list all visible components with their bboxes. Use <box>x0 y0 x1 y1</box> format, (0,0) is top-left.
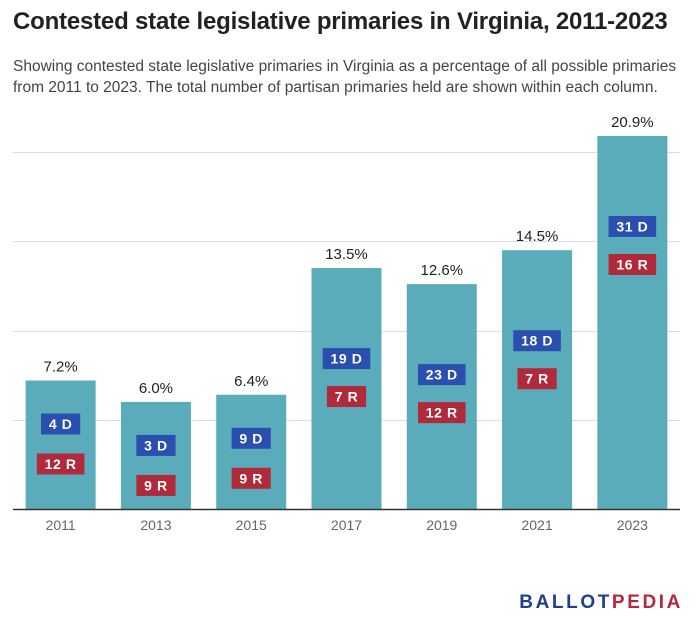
rep-count-2015-label: 9 R <box>239 470 263 486</box>
value-label-2023: 20.9% <box>611 114 654 131</box>
x-tick-2011: 2011 <box>46 517 76 533</box>
value-label-2019: 12.6% <box>421 262 464 279</box>
rep-count-2019-label: 12 R <box>426 405 458 421</box>
rep-count-2013-badge <box>136 474 176 496</box>
rep-count-2011-label: 12 R <box>45 456 77 472</box>
value-label-2021: 14.5% <box>516 228 559 245</box>
value-label-2011: 7.2% <box>44 359 78 376</box>
rep-count-2019-badge <box>417 402 466 424</box>
dem-count-2021-label: 18 D <box>521 333 553 349</box>
rep-count-2023-badge <box>608 254 657 275</box>
bar-2015[interactable] <box>216 394 287 509</box>
dem-count-2017-badge <box>322 348 371 370</box>
x-tick-2013: 2013 <box>140 517 171 533</box>
rep-count-2011-badge <box>36 453 85 475</box>
x-tick-2017: 2017 <box>331 517 362 533</box>
logo-part-pedia: PEDIA <box>611 592 683 613</box>
x-tick-2021: 2021 <box>521 517 552 533</box>
x-tick-2015: 2015 <box>236 517 267 533</box>
dem-count-2013-label: 3 D <box>144 437 168 453</box>
bar-2011[interactable] <box>25 380 96 509</box>
rep-count-2017-badge <box>326 386 367 408</box>
bar-2023[interactable] <box>597 136 668 509</box>
logo-part-ballot: BALLOT <box>519 592 612 613</box>
dem-count-2011-label: 4 D <box>49 416 73 432</box>
dem-count-2011-badge <box>41 413 81 435</box>
rep-count-2015-badge <box>231 467 271 489</box>
ballotpedia-logo: BALLOTPEDIA <box>519 592 683 614</box>
value-label-2013: 6.0% <box>139 380 173 397</box>
dem-count-2019-label: 23 D <box>426 367 458 383</box>
chart-title: Contested state legislative primaries in… <box>13 8 668 35</box>
rep-count-2021-badge <box>517 368 557 390</box>
chart-subtitle: Showing contested state legislative prim… <box>13 58 677 96</box>
value-label-2015: 6.4% <box>234 373 268 390</box>
dem-count-2013-badge <box>136 434 176 456</box>
rep-count-2023-label: 16 R <box>616 257 648 273</box>
dem-count-2017-label: 19 D <box>331 351 363 367</box>
bar-chart: 7.2% 4 D 12 R 2011 6.0% 3 D 9 R 2013 6.4% 9 D 9 R 2… <box>13 114 680 533</box>
x-tick-2023: 2023 <box>617 517 648 533</box>
dem-count-2015-label: 9 D <box>239 430 263 446</box>
value-label-2017: 13.5% <box>325 246 368 263</box>
x-tick-2019: 2019 <box>426 517 457 533</box>
rep-count-2021-label: 7 R <box>525 371 549 387</box>
bar-2019[interactable] <box>406 284 477 509</box>
dem-count-2021-badge <box>513 330 561 352</box>
dem-count-2015-badge <box>231 427 271 449</box>
dem-count-2023-label: 31 D <box>616 219 648 235</box>
rep-count-2013-label: 9 R <box>144 477 168 493</box>
rep-count-2017-label: 7 R <box>335 389 359 405</box>
dem-count-2023-badge <box>608 216 657 237</box>
dem-count-2019-badge <box>417 364 466 386</box>
